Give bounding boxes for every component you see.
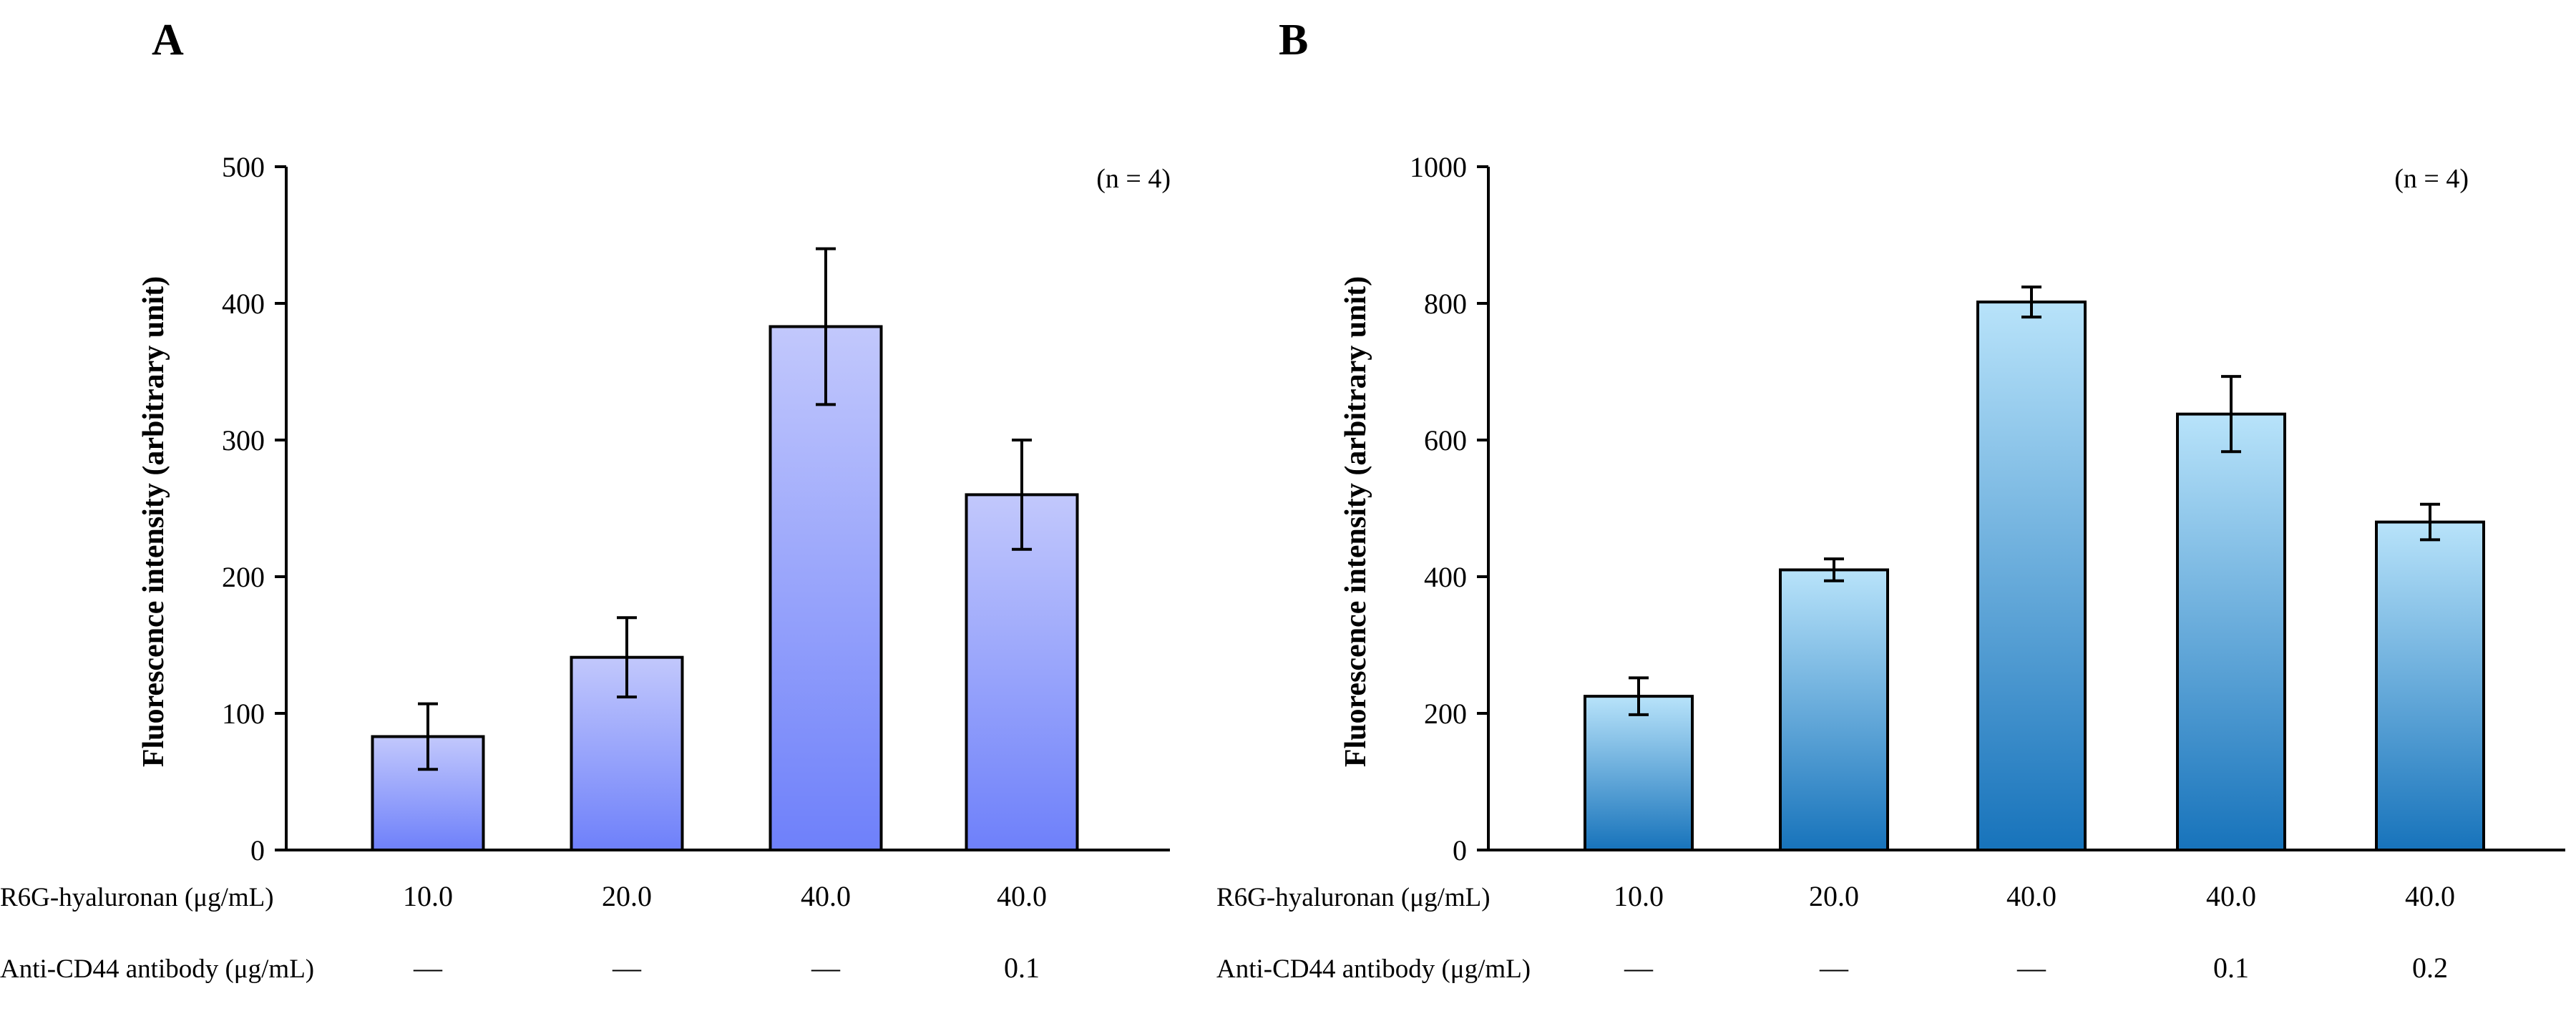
panel-a-y-tick-label: 0 [250, 834, 265, 866]
panel-b-category-label-row2: — [1624, 952, 1654, 984]
panel-a-category-label-row2: — [413, 952, 443, 984]
panel-a-bar [769, 325, 883, 852]
panel-a-bar [965, 493, 1079, 852]
panel-b: B Fluorescence intensity (arbitrary unit… [1216, 16, 2565, 984]
panel-a-error-bar [617, 616, 637, 699]
panel-b-bar [1976, 301, 2087, 851]
panel-a-category-label-row2: — [811, 952, 841, 984]
panel-a-error-bar [816, 247, 836, 406]
panel-b-bar [1584, 695, 1694, 851]
panel-a-category-label-row2: — [612, 952, 642, 984]
panel-b-error-bar [1824, 557, 1844, 582]
panel-b-error-bar [2221, 375, 2241, 454]
panel-b-y-tick-label: 400 [1424, 561, 1467, 593]
panel-a-error-bar [418, 702, 438, 771]
panel-b-y-axis-title: Fluorescence intensity (arbitrary unit) [1340, 276, 1372, 767]
panel-b-category-label-row1: 20.0 [1809, 880, 1859, 912]
panel-a-letter: A [152, 16, 184, 64]
panel-b-category-label-row1: 40.0 [2206, 880, 2256, 912]
panel-b-plot: 0 200 400 600 800 1000 10.0 — 20.0 — 40.0 — 40.0 0.1 4… [1410, 151, 2565, 984]
panel-b-bar [2375, 520, 2485, 851]
panel-a-y-tick-label: 300 [222, 424, 265, 456]
panel-b-category-label-row1: 40.0 [2006, 880, 2057, 912]
panel-a-category-label-row1: 10.0 [403, 880, 453, 912]
panel-a-category-label-row1: 20.0 [602, 880, 652, 912]
panel-b-category-label-row1: 40.0 [2405, 880, 2455, 912]
panel-b-bar [2176, 412, 2286, 851]
panel-b-error-bar [2420, 502, 2440, 542]
panel-b-y-tick-label: 0 [1453, 834, 1467, 866]
panel-b-y-tick-label: 600 [1424, 424, 1467, 456]
panel-b-letter: B [1279, 16, 1308, 64]
panel-a-error-bar [1012, 439, 1032, 551]
panel-a-y-tick-label: 400 [222, 288, 265, 320]
panel-b-row1-label: R6G-hyaluronan (μg/mL) [1216, 883, 1491, 912]
panel-a-plot: 0 100 200 300 400 500 10.0 — 20.0 — 40.0 — 40.0 0.1 [222, 151, 1170, 984]
panel-a-row2-label: Anti-CD44 antibody (μg/mL) [0, 954, 314, 984]
panel-b-row2-label: Anti-CD44 antibody (μg/mL) [1216, 954, 1531, 984]
panel-a-category-label-row1: 40.0 [997, 880, 1047, 912]
panel-a-category-label-row1: 40.0 [801, 880, 851, 912]
panel-b-y-tick-label: 800 [1424, 288, 1467, 320]
panel-b-bar [1779, 568, 1889, 851]
panel-b-error-bar [1629, 676, 1649, 716]
panel-b-category-label-row2: — [1819, 952, 1849, 984]
panel-a-y-axis-title: Fluorescence intensity (arbitrary unit) [137, 276, 170, 767]
panel-b-y-tick-label: 1000 [1410, 151, 1467, 183]
panel-a-y-tick-label: 100 [222, 698, 265, 730]
panel-a-row1-label: R6G-hyaluronan (μg/mL) [0, 883, 274, 912]
panel-a-y-tick-label: 500 [222, 151, 265, 183]
panel-b-category-label-row2: 0.2 [2412, 952, 2448, 984]
panel-a-category-label-row2: 0.1 [1004, 952, 1040, 984]
panel-b-category-label-row2: 0.1 [2213, 952, 2249, 984]
panel-b-y-tick-label: 200 [1424, 698, 1467, 730]
panel-a-n-note: (n = 4) [1096, 164, 1171, 194]
panel-a-y-tick-label: 200 [222, 561, 265, 593]
panel-b-category-label-row1: 10.0 [1614, 880, 1664, 912]
panel-a: A Fluorescence intensity (arbitrary unit… [0, 16, 1171, 984]
panel-b-category-label-row2: — [2016, 952, 2046, 984]
panel-b-n-note: (n = 4) [2394, 164, 2469, 194]
panel-b-error-bar [2021, 285, 2041, 319]
